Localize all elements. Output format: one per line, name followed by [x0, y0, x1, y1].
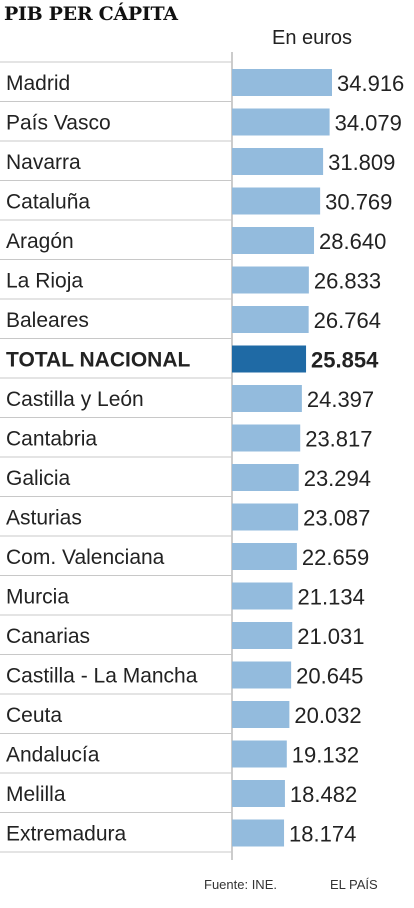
category-label: Galicia [6, 467, 71, 490]
brand-label: EL PAÍS [330, 877, 378, 892]
category-label: Castilla - La Mancha [6, 665, 198, 688]
category-label: Ceuta [6, 704, 62, 727]
category-label: Navarra [6, 151, 81, 174]
value-label: 21.134 [298, 585, 365, 610]
category-label: Murcia [6, 586, 69, 609]
value-label: 23.087 [303, 506, 370, 531]
value-label: 22.659 [302, 545, 369, 570]
value-label: 25.854 [311, 348, 379, 373]
category-label: Andalucía [6, 744, 100, 767]
source-note: Fuente: INE. [204, 877, 277, 892]
bar [232, 266, 309, 294]
category-label: Cantabria [6, 428, 97, 451]
bar [232, 345, 307, 373]
bar [232, 306, 309, 333]
value-label: 31.809 [328, 150, 395, 175]
category-label: Madrid [6, 72, 70, 95]
bar [232, 187, 321, 215]
bar [232, 819, 285, 847]
bar [232, 701, 290, 728]
value-label: 23.294 [304, 466, 371, 491]
category-label: Baleares [6, 309, 89, 332]
value-label: 19.132 [292, 743, 359, 768]
category-label: Asturias [6, 507, 82, 530]
category-label: TOTAL NACIONAL [6, 349, 190, 372]
category-label: País Vasco [6, 112, 111, 135]
bar [232, 464, 299, 491]
bar [232, 385, 302, 412]
category-label: Extremadura [6, 823, 127, 846]
category-label: Cataluña [6, 191, 90, 214]
bar [232, 424, 301, 452]
bar [232, 582, 293, 610]
value-label: 24.397 [307, 387, 374, 412]
bar [232, 69, 332, 96]
bar [232, 148, 324, 175]
value-label: 21.031 [297, 624, 364, 649]
bar [232, 543, 297, 570]
value-label: 28.640 [319, 229, 386, 254]
bar [232, 622, 293, 649]
category-label: Canarias [6, 625, 90, 648]
value-label: 23.817 [305, 427, 372, 452]
category-label: Melilla [6, 783, 66, 806]
value-label: 20.645 [296, 664, 363, 689]
bar [232, 108, 330, 136]
bar [232, 780, 285, 807]
value-label: 18.482 [290, 782, 357, 807]
bar [232, 227, 315, 254]
value-label: 26.764 [314, 308, 381, 333]
bar [232, 740, 287, 768]
category-label: Aragón [6, 230, 74, 253]
value-label: 30.769 [325, 190, 392, 215]
unit-label: En euros [272, 27, 353, 49]
bar [232, 503, 299, 531]
bar [232, 661, 292, 689]
category-label: Castilla y León [6, 388, 144, 411]
chart-title: PIB PER CÁPITA [4, 3, 178, 25]
value-label: 20.032 [294, 703, 361, 728]
category-label: Com. Valenciana [6, 546, 165, 569]
category-label: La Rioja [6, 270, 83, 293]
value-label: 34.079 [335, 111, 402, 136]
value-label: 34.916 [337, 71, 404, 96]
value-label: 26.833 [314, 269, 381, 294]
value-label: 18.174 [289, 822, 356, 847]
